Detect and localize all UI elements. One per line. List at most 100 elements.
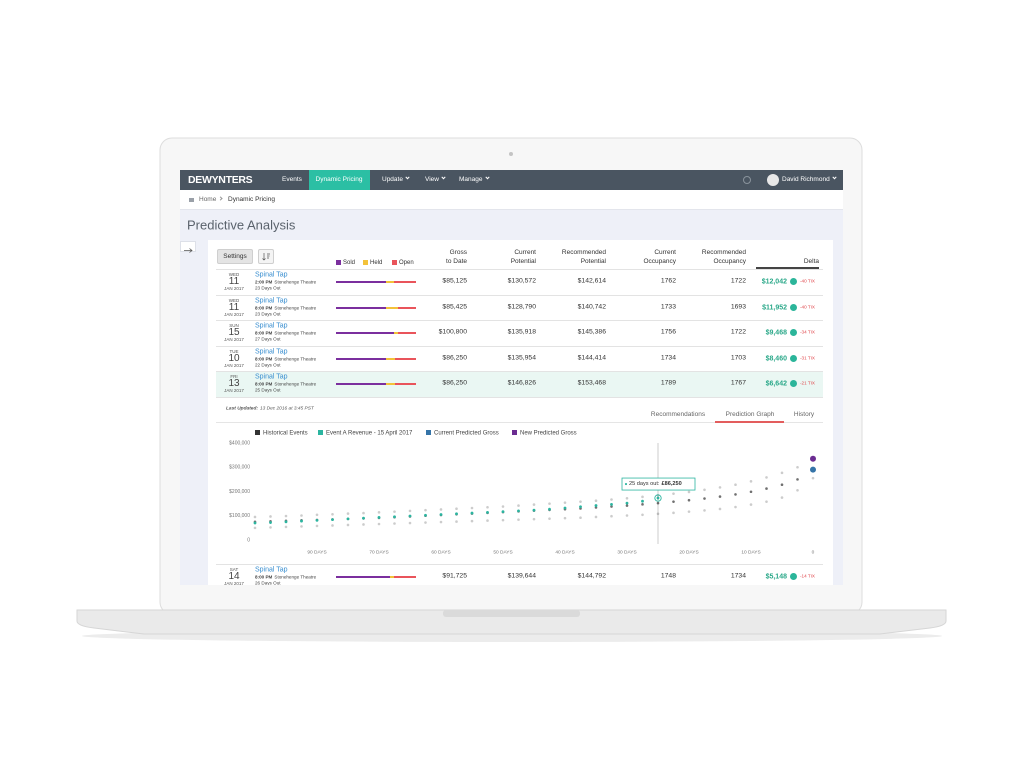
column-header: Gross bbox=[449, 248, 467, 256]
data-point bbox=[253, 526, 257, 530]
cell-recommended-potential: $144,414 bbox=[577, 354, 606, 362]
tooltip-label: 25 days out: bbox=[629, 482, 660, 488]
x-tick-label: 0 bbox=[812, 549, 815, 555]
nav-item[interactable]: Manage bbox=[459, 175, 490, 184]
data-point bbox=[563, 501, 567, 504]
mix-bar bbox=[395, 357, 416, 360]
collapse-button[interactable] bbox=[180, 241, 196, 253]
data-point bbox=[765, 487, 768, 490]
cell-current-potential: $139,644 bbox=[507, 572, 536, 580]
data-point bbox=[377, 516, 381, 519]
nav-item[interactable]: Update bbox=[382, 175, 410, 184]
time: 8:00 PM bbox=[255, 330, 273, 336]
data-point bbox=[765, 500, 768, 503]
base-notch bbox=[443, 610, 580, 617]
mix-bar bbox=[385, 382, 396, 385]
data-point bbox=[346, 512, 350, 515]
x-tick-label: 60 DAYS bbox=[431, 549, 450, 555]
y-tick-label: $400,000 bbox=[229, 440, 250, 446]
day: WED bbox=[228, 271, 240, 277]
data-point bbox=[315, 513, 319, 517]
day: WED bbox=[228, 297, 240, 303]
data-point bbox=[517, 518, 520, 521]
time: 8:00 PM bbox=[255, 574, 273, 580]
cell-recommended-occupancy: 1734 bbox=[730, 572, 746, 580]
data-point bbox=[610, 514, 613, 518]
x-tick-label: 10 DAYS bbox=[741, 549, 760, 555]
data-point bbox=[641, 495, 644, 499]
event-name[interactable]: Spinal Tap bbox=[255, 271, 288, 279]
data-point bbox=[687, 498, 691, 502]
data-point bbox=[377, 511, 381, 514]
tooltip-dot bbox=[624, 482, 628, 486]
tix: -40 TIX bbox=[800, 304, 815, 310]
delta-icon bbox=[790, 380, 797, 387]
month: JAN 2017 bbox=[224, 362, 244, 368]
cell-recommended-potential: $140,742 bbox=[577, 303, 606, 311]
sort-button[interactable] bbox=[258, 249, 274, 264]
data-point bbox=[408, 509, 412, 513]
column-header: Recommended bbox=[701, 248, 746, 256]
table-row[interactable] bbox=[216, 269, 823, 295]
table-row[interactable] bbox=[216, 564, 823, 585]
tab[interactable]: Recommendations bbox=[650, 410, 706, 418]
data-point bbox=[269, 521, 272, 524]
event-name[interactable]: Spinal Tap bbox=[255, 297, 288, 305]
table-row[interactable] bbox=[216, 371, 823, 397]
event-name[interactable]: Spinal Tap bbox=[255, 348, 288, 356]
tab[interactable]: Prediction Graph bbox=[725, 410, 775, 418]
nav-item[interactable]: View bbox=[425, 175, 446, 184]
tix: -21 TIX bbox=[800, 380, 815, 386]
date: 11 bbox=[228, 301, 240, 313]
logo: DEWYNTERS bbox=[188, 173, 253, 186]
data-point bbox=[579, 500, 582, 503]
data-point bbox=[439, 513, 443, 516]
cell-recommended-occupancy: 1722 bbox=[730, 277, 746, 285]
nav-item[interactable]: Dynamic Pricing bbox=[315, 175, 363, 183]
cell-recommended-occupancy: 1767 bbox=[730, 379, 746, 387]
event-name[interactable]: Spinal Tap bbox=[255, 322, 288, 330]
breadcrumb-item[interactable]: Home bbox=[199, 195, 217, 203]
data-point bbox=[486, 519, 489, 522]
legend-label: Historical Events bbox=[263, 431, 308, 437]
tab-rule bbox=[216, 422, 823, 423]
data-point bbox=[718, 507, 722, 511]
data-point bbox=[780, 483, 784, 487]
data-point bbox=[470, 511, 474, 515]
data-point bbox=[300, 514, 303, 517]
delta-value: $12,042 bbox=[761, 278, 787, 285]
mix-bar bbox=[397, 331, 416, 334]
nav-item[interactable]: Events bbox=[282, 175, 302, 183]
mix-bar bbox=[393, 575, 416, 578]
cell-current-potential: $130,572 bbox=[507, 277, 536, 285]
settings-button[interactable]: Settings bbox=[217, 249, 253, 264]
avatar bbox=[767, 174, 779, 186]
user-menu[interactable]: David Richmond bbox=[782, 175, 837, 184]
data-point bbox=[532, 517, 536, 521]
tab[interactable]: History bbox=[793, 410, 815, 418]
cell-current-occupancy: 1734 bbox=[660, 354, 676, 362]
delta-value: $8,460 bbox=[765, 355, 787, 362]
data-point bbox=[253, 515, 257, 519]
table-row[interactable] bbox=[216, 320, 823, 346]
column-header: Occupancy bbox=[643, 257, 676, 265]
data-point bbox=[331, 518, 334, 522]
data-point bbox=[315, 518, 319, 522]
mix-bar bbox=[385, 280, 394, 283]
cell-current-occupancy: 1762 bbox=[660, 277, 676, 285]
event-name[interactable]: Spinal Tap bbox=[255, 566, 288, 574]
venue: Stonehenge Theatre bbox=[274, 279, 317, 285]
mix-bar bbox=[385, 306, 398, 309]
date: 15 bbox=[228, 326, 240, 338]
month: JAN 2017 bbox=[224, 580, 244, 585]
event-name[interactable]: Spinal Tap bbox=[255, 373, 288, 381]
table-row[interactable] bbox=[216, 346, 823, 372]
day: SAT bbox=[229, 566, 239, 572]
table-row[interactable] bbox=[216, 295, 823, 321]
x-tick-label: 70 DAYS bbox=[369, 549, 388, 555]
data-point bbox=[656, 496, 660, 500]
data-point bbox=[765, 476, 768, 479]
data-point bbox=[796, 488, 799, 492]
cell-current-occupancy: 1748 bbox=[660, 572, 676, 580]
month: JAN 2017 bbox=[224, 336, 244, 342]
